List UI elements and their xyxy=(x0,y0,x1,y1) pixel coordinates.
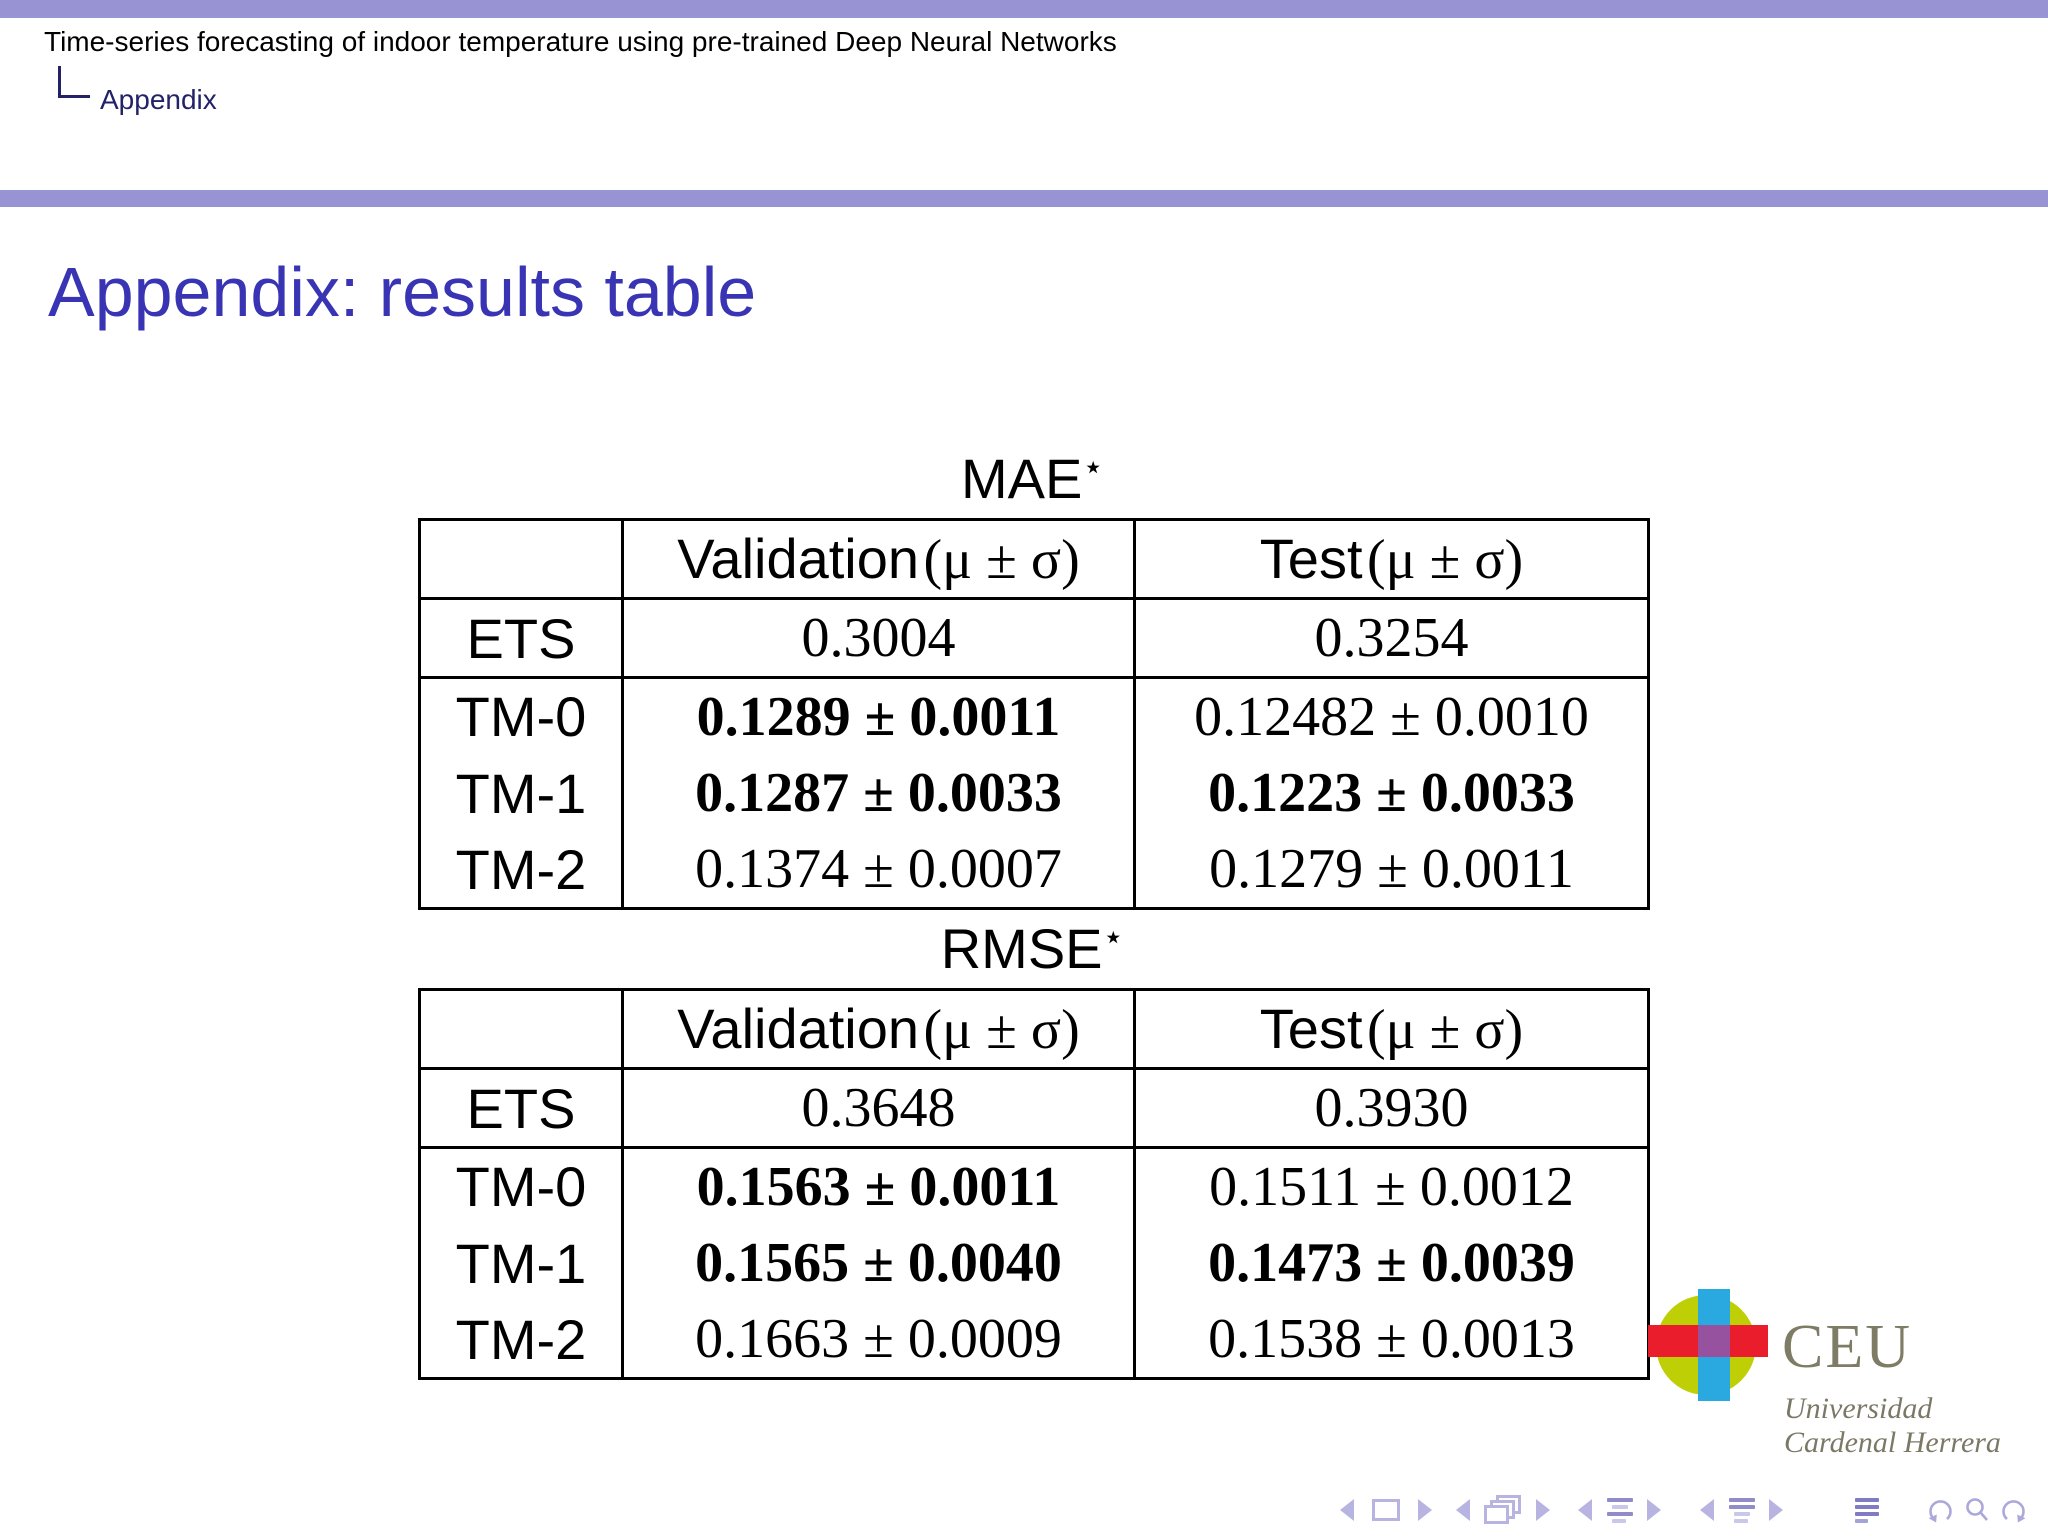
header-divider-bar xyxy=(0,190,2048,207)
slide-title: Appendix: results table xyxy=(48,253,757,331)
row-label: TM-2 xyxy=(455,837,587,901)
row-label: TM-2 xyxy=(455,1307,587,1371)
validation-value: 0.3004 xyxy=(621,598,1135,678)
nav-group-subsection xyxy=(1578,1494,1661,1526)
validation-value: 0.1563 ± 0.0011 xyxy=(621,1147,1135,1225)
section-lines-icon[interactable] xyxy=(1728,1497,1755,1523)
appendix-lines-icon[interactable] xyxy=(1855,1497,1879,1523)
section-tree-elbow-icon xyxy=(58,66,90,98)
back-icon[interactable] xyxy=(1926,1496,1954,1524)
validation-value: 0.1663 ± 0.0009 xyxy=(621,1301,1135,1379)
section-label: Appendix xyxy=(100,84,217,115)
table-caption-rmse: RMSE⋆ xyxy=(418,916,1647,981)
document-title: Time-series forecasting of indoor temper… xyxy=(44,26,1117,57)
table-header-row: Validation (μ ± σ) Test (μ ± σ) xyxy=(419,989,1649,1069)
test-value: 0.1279 ± 0.0011 xyxy=(1133,831,1649,909)
row-label: TM-0 xyxy=(455,685,587,749)
frame-icon[interactable] xyxy=(1372,1499,1400,1521)
nav-group-slide xyxy=(1340,1494,1432,1526)
table-row: TM-0 0.1289 ± 0.0011 0.12482 ± 0.0010 xyxy=(420,677,1649,755)
test-value: 0.12482 ± 0.0010 xyxy=(1133,677,1649,755)
test-value: 0.1538 ± 0.0013 xyxy=(1133,1301,1649,1379)
validation-value: 0.3648 xyxy=(621,1068,1135,1148)
table-header-row: Validation (μ ± σ) Test (μ ± σ) xyxy=(419,519,1649,599)
prev-frame-icon[interactable] xyxy=(1456,1499,1470,1521)
subsection-lines-icon[interactable] xyxy=(1606,1497,1633,1523)
test-value: 0.3254 xyxy=(1133,598,1649,678)
logo-line1: Universidad xyxy=(1784,1392,1933,1425)
row-label: ETS xyxy=(466,1076,576,1140)
next-frame-icon[interactable] xyxy=(1536,1499,1550,1521)
logo-line2: Cardenal Herrera xyxy=(1784,1426,2001,1459)
empty-corner-cell xyxy=(420,990,623,1069)
rmse-results-table: Validation (μ ± σ) Test (μ ± σ) ETS 0.36… xyxy=(418,988,1650,1380)
next-slide-icon[interactable] xyxy=(1418,1499,1432,1521)
caption-text: RMSE xyxy=(940,917,1103,980)
test-column-header: Test (μ ± σ) xyxy=(1133,519,1649,599)
test-column-header: Test (μ ± σ) xyxy=(1133,989,1649,1069)
validation-column-header: Validation (μ ± σ) xyxy=(621,989,1135,1069)
table-row: TM-1 0.1287 ± 0.0033 0.1223 ± 0.0033 xyxy=(420,754,1649,832)
next-section-icon[interactable] xyxy=(1769,1499,1783,1521)
table-row: ETS 0.3648 0.3930 xyxy=(419,1068,1649,1148)
caption-text: MAE xyxy=(960,447,1083,510)
nav-group-frame xyxy=(1456,1494,1550,1526)
validation-value: 0.1374 ± 0.0007 xyxy=(621,831,1135,909)
table-row: TM-1 0.1565 ± 0.0040 0.1473 ± 0.0039 xyxy=(420,1224,1649,1302)
ceu-logo-university-name: Universidad Cardenal Herrera xyxy=(1784,1392,2001,1460)
row-label: TM-1 xyxy=(455,1231,587,1295)
nav-group-section xyxy=(1700,1494,1783,1526)
prev-subsection-icon[interactable] xyxy=(1578,1499,1592,1521)
prev-section-icon[interactable] xyxy=(1700,1499,1714,1521)
mae-results-table: Validation (μ ± σ) Test (μ ± σ) ETS 0.30… xyxy=(418,518,1650,910)
table-caption-mae: MAE⋆ xyxy=(418,446,1647,511)
test-value: 0.1511 ± 0.0012 xyxy=(1133,1147,1649,1225)
row-label: TM-1 xyxy=(455,761,587,825)
ceu-logo-icon xyxy=(1648,1289,1768,1401)
row-label: TM-0 xyxy=(455,1155,587,1219)
validation-value: 0.1289 ± 0.0011 xyxy=(621,677,1135,755)
table-row: ETS 0.3004 0.3254 xyxy=(419,598,1649,678)
validation-value: 0.1287 ± 0.0033 xyxy=(621,754,1135,832)
ceu-logo-acronym: CEU xyxy=(1782,1313,1912,1381)
nav-group-history xyxy=(1926,1494,2028,1526)
frame-stack-icon[interactable] xyxy=(1484,1495,1522,1525)
search-icon[interactable] xyxy=(1964,1496,1990,1524)
test-value: 0.1473 ± 0.0039 xyxy=(1133,1224,1649,1302)
row-label: ETS xyxy=(466,606,576,670)
star-superscript: ⋆ xyxy=(1102,918,1125,957)
forward-icon[interactable] xyxy=(2000,1496,2028,1524)
empty-corner-cell xyxy=(420,520,623,599)
validation-column-header: Validation (μ ± σ) xyxy=(621,519,1135,599)
top-accent-bar xyxy=(0,0,2048,18)
table-row: TM-2 0.1663 ± 0.0009 0.1538 ± 0.0013 xyxy=(420,1301,1649,1379)
test-value: 0.1223 ± 0.0033 xyxy=(1133,754,1649,832)
test-value: 0.3930 xyxy=(1133,1068,1649,1148)
table-row: TM-0 0.1563 ± 0.0011 0.1511 ± 0.0012 xyxy=(420,1147,1649,1225)
validation-value: 0.1565 ± 0.0040 xyxy=(621,1224,1135,1302)
table-row: TM-2 0.1374 ± 0.0007 0.1279 ± 0.0011 xyxy=(420,831,1649,909)
prev-slide-icon[interactable] xyxy=(1340,1499,1354,1521)
star-superscript: ⋆ xyxy=(1082,448,1105,487)
next-subsection-icon[interactable] xyxy=(1647,1499,1661,1521)
nav-group-appendix xyxy=(1855,1494,1879,1526)
